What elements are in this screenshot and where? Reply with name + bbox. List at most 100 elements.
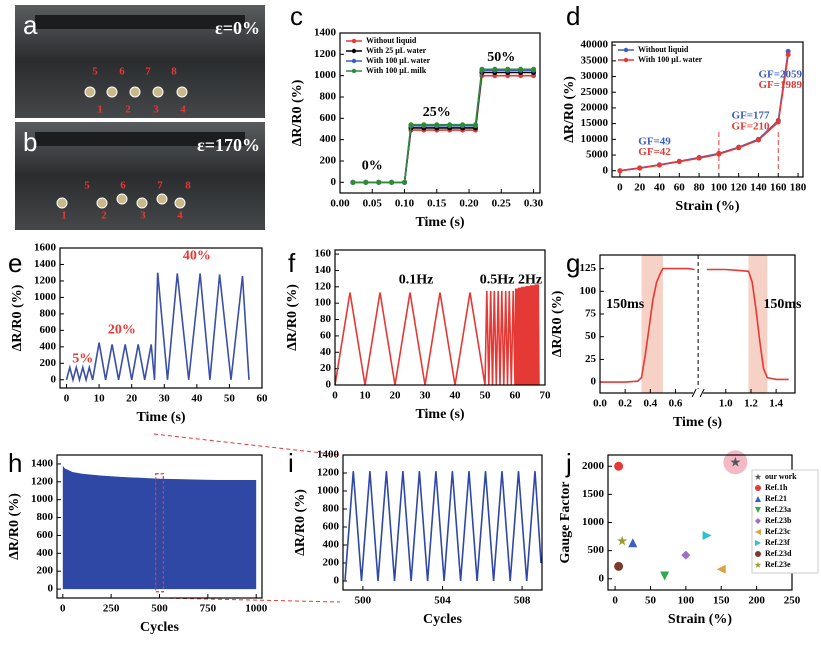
y-tick-label: 1400 (34, 258, 57, 270)
legend-label: Ref.23e (765, 560, 791, 569)
plot-frame (339, 32, 541, 194)
legend-marker (351, 38, 357, 44)
y-tick-label: 1400 (31, 457, 54, 469)
y-axis-label: ΔR/R0 (%) (10, 284, 25, 351)
x-tick-label: 180 (790, 182, 807, 194)
x-tick-label: 30 (159, 393, 171, 405)
y-tick-label: 800 (40, 307, 57, 319)
area (62, 465, 257, 590)
x-tick-label: 0.0 (593, 398, 607, 410)
point (479, 66, 485, 72)
y-tick-label: 1000 (314, 69, 337, 81)
annotation: GF=177 (732, 109, 771, 121)
point (408, 122, 414, 128)
x-axis-label: Cycles (140, 620, 179, 635)
y-tick-label: 800 (323, 503, 340, 515)
y-tick-label: 1000 (317, 485, 340, 497)
legend-label: Ref.23c (765, 527, 791, 536)
y-tick-label: 140 (315, 264, 332, 276)
point (755, 551, 761, 557)
point (617, 535, 628, 546)
x-tick-label: 1.0 (719, 398, 733, 410)
annotation: 150ms (606, 297, 645, 312)
marker-number: 4 (177, 210, 183, 222)
point (755, 518, 761, 524)
y-tick-label: 1200 (314, 48, 337, 60)
x-axis-label: Time (s) (136, 410, 185, 425)
point (389, 179, 395, 185)
axis-break-gap (693, 389, 704, 397)
point (716, 151, 722, 157)
y-tick-label: 600 (37, 529, 54, 541)
x-tick-label: 0.25 (492, 198, 512, 210)
y-tick-label: 1500 (582, 488, 605, 500)
point (785, 52, 791, 58)
y-tick-label: 800 (320, 91, 337, 103)
point (518, 66, 524, 72)
x-tick-label: 50 (480, 390, 492, 402)
x-tick-label: 120 (730, 182, 747, 194)
annotation: GF=210 (732, 120, 771, 132)
legend-marker (351, 48, 357, 54)
x-tick-label: 60 (674, 182, 686, 194)
annotation: 50% (487, 50, 515, 65)
legend-marker (623, 47, 629, 53)
y-tick-label: 200 (40, 357, 57, 369)
line (352, 68, 534, 184)
y-tick-label: 40000 (581, 39, 609, 51)
photo-spot (152, 86, 164, 98)
axis-break-mark (691, 388, 705, 398)
y-tick-label: 2000 (582, 460, 605, 472)
y-tick-label: 60 (320, 329, 332, 341)
y-tick-label: 1600 (34, 242, 57, 254)
annotation: 40% (183, 248, 211, 263)
x-tick-label: 80 (694, 182, 706, 194)
y-axis-label: ΔR/R0 (%) (293, 489, 308, 556)
chart: e 0 200 400 600 800 1000 1200 1400 1600 0 10 20 30 40 5… (8, 242, 268, 426)
y-axis-label: ΔR/R0 (%) (285, 284, 300, 351)
y-tick-label: 75 (585, 308, 597, 320)
y-tick-label: 80 (320, 313, 332, 325)
marker-number: 7 (157, 180, 163, 192)
x-tick-label: 40 (191, 393, 203, 405)
x-axis-label: Strain (%) (675, 199, 740, 214)
plot-frame (334, 249, 546, 386)
legend-label: Ref.23a (765, 505, 791, 514)
point (628, 538, 638, 548)
y-tick-label: 20000 (581, 101, 609, 113)
point (755, 485, 761, 491)
x-tick-label: 0.2 (618, 398, 632, 410)
x-axis-label: Time (s) (415, 407, 464, 422)
chart: d 0 5000 10000 15000 20000 25000 30000 35000 4000… (562, 1, 807, 214)
point (531, 66, 537, 72)
x-tick-label: 0 (60, 603, 66, 615)
y-tick-label: 1200 (31, 475, 54, 487)
plot-frame (59, 247, 263, 389)
marker-number: 8 (185, 180, 191, 192)
panel-label: j (565, 448, 572, 478)
x-tick-label: 750 (200, 603, 217, 615)
panel-label: b (23, 127, 37, 157)
legend-marker (623, 57, 629, 63)
y-tick-label: 25 (585, 353, 597, 365)
y-tick-label: 400 (320, 133, 337, 145)
panel-label: c (290, 1, 303, 31)
photo-spot (56, 197, 68, 209)
y-tick-label: 1200 (317, 467, 340, 479)
strain-label: ε=0% (215, 18, 260, 38)
y-tick-label: 0 (326, 379, 332, 391)
annotation: 150ms (763, 297, 802, 312)
legend-box (751, 469, 819, 574)
photo-spot (106, 86, 118, 98)
x-tick-label: 250 (784, 595, 801, 607)
y-tick-label: 160 (315, 248, 332, 260)
y-tick-label: 10000 (581, 133, 609, 145)
x-axis-label: Strain (%) (668, 612, 733, 627)
y-tick-label: 600 (323, 521, 340, 533)
y-tick-label: 35000 (581, 54, 609, 66)
annotation: GF=49 (638, 135, 671, 147)
point (754, 473, 762, 480)
marker-number: 5 (84, 180, 90, 192)
chart: f 0 20 40 60 80 100 120 140 160 0 10 20 30 40 50 60 70 Tim… (285, 248, 551, 423)
x-tick-label: 40 (450, 390, 462, 402)
